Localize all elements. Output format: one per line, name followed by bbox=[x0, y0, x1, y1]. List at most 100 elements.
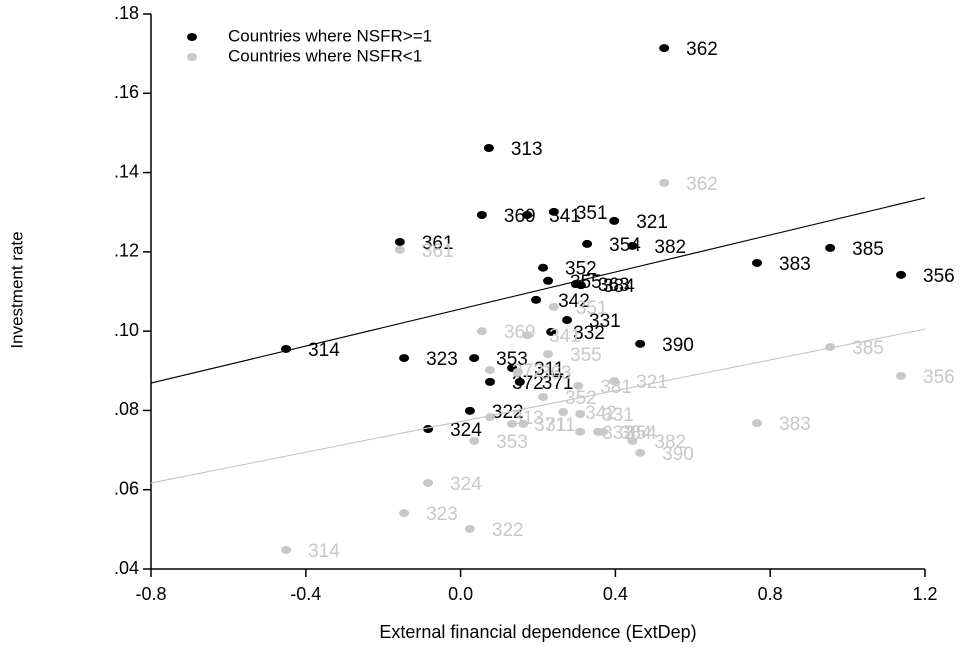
point bbox=[399, 354, 410, 363]
point bbox=[659, 178, 670, 187]
data-label: 356 bbox=[923, 367, 955, 388]
point bbox=[538, 263, 549, 272]
data-label: 353 bbox=[496, 432, 528, 453]
data-label: 341 bbox=[549, 326, 581, 347]
point bbox=[507, 419, 518, 428]
data-label: 311 bbox=[534, 359, 564, 380]
point bbox=[546, 327, 557, 336]
point bbox=[575, 409, 586, 418]
point bbox=[825, 343, 836, 351]
data-label: 314 bbox=[308, 340, 340, 361]
point bbox=[543, 350, 554, 359]
x-axis-title: External financial dependence (ExtDep) bbox=[379, 622, 696, 642]
data-label: 352 bbox=[565, 388, 597, 409]
point bbox=[562, 316, 573, 325]
point bbox=[394, 237, 405, 246]
data-label: 382 bbox=[654, 432, 686, 453]
point bbox=[592, 427, 603, 436]
point bbox=[476, 210, 487, 219]
point bbox=[522, 210, 533, 219]
point bbox=[476, 327, 487, 336]
legend-marker bbox=[187, 53, 197, 61]
y-tick-label: .10 bbox=[114, 320, 139, 340]
point bbox=[896, 371, 907, 380]
point bbox=[485, 413, 496, 422]
data-label: 362 bbox=[686, 174, 718, 195]
data-label: 321 bbox=[636, 372, 668, 393]
point bbox=[281, 545, 292, 554]
point bbox=[896, 270, 907, 279]
data-label: 385 bbox=[852, 338, 884, 359]
point bbox=[548, 302, 559, 311]
data-label: 323 bbox=[426, 504, 458, 525]
point bbox=[522, 331, 533, 340]
data-label: 390 bbox=[662, 335, 694, 356]
data-label: 352 bbox=[565, 259, 597, 280]
data-label: 355 bbox=[570, 345, 602, 366]
data-label: 354 bbox=[609, 235, 641, 256]
legend-label: Countries where NSFR<1 bbox=[228, 46, 422, 65]
point bbox=[609, 377, 620, 386]
data-label: 363 bbox=[540, 363, 572, 384]
point bbox=[399, 509, 410, 518]
point bbox=[575, 281, 586, 290]
data-label: 385 bbox=[852, 239, 884, 260]
data-label: 361 bbox=[422, 241, 454, 262]
point bbox=[635, 339, 646, 348]
point bbox=[512, 367, 523, 376]
point bbox=[394, 245, 405, 254]
data-label: 322 bbox=[492, 520, 524, 541]
point bbox=[752, 419, 763, 428]
data-label: 354 bbox=[625, 423, 657, 444]
y-tick-label: .08 bbox=[114, 399, 139, 419]
x-tick-label: 0.4 bbox=[603, 584, 628, 604]
data-label: 332 bbox=[573, 323, 605, 344]
y-axis-title: Investment rate bbox=[7, 231, 26, 348]
y-tick-label: .14 bbox=[114, 161, 139, 181]
data-label: 314 bbox=[308, 541, 340, 562]
legend-marker bbox=[187, 33, 197, 41]
data-label: 381 bbox=[600, 377, 632, 398]
data-label: 384 bbox=[620, 423, 652, 444]
point bbox=[609, 216, 620, 225]
data-label: 324 bbox=[450, 420, 482, 441]
point bbox=[627, 436, 638, 445]
data-label: 342 bbox=[585, 403, 617, 424]
point bbox=[575, 427, 586, 436]
x-tick-label: 0.8 bbox=[758, 584, 783, 604]
data-label: 383 bbox=[779, 414, 811, 435]
x-tick-label: 0.0 bbox=[448, 584, 473, 604]
data-label: 342 bbox=[558, 291, 590, 312]
point bbox=[659, 44, 670, 53]
x-tick-label: -0.4 bbox=[290, 584, 321, 604]
point bbox=[423, 478, 434, 487]
data-label: 341 bbox=[549, 206, 581, 227]
data-label: 321 bbox=[636, 212, 668, 233]
y-tick-label: .06 bbox=[114, 478, 139, 498]
data-label: 383 bbox=[779, 254, 811, 275]
data-label: 361 bbox=[422, 233, 454, 254]
data-label: 331 bbox=[602, 405, 634, 426]
point bbox=[464, 524, 475, 533]
data-label: 382 bbox=[654, 237, 686, 258]
fit-line bbox=[150, 328, 926, 484]
point bbox=[627, 241, 638, 250]
point bbox=[558, 408, 569, 417]
legend-label: Countries where NSFR>=1 bbox=[228, 26, 432, 45]
point bbox=[469, 354, 480, 363]
data-label: 362 bbox=[686, 39, 718, 60]
point bbox=[485, 365, 496, 374]
data-label: 351 bbox=[576, 203, 608, 224]
point bbox=[518, 419, 529, 428]
data-label: 332 bbox=[602, 423, 634, 444]
point bbox=[635, 448, 646, 457]
point bbox=[464, 406, 475, 415]
point bbox=[752, 258, 763, 267]
x-tick-label: -0.8 bbox=[135, 584, 166, 604]
point bbox=[514, 377, 525, 386]
point bbox=[825, 243, 836, 252]
data-label: 371 bbox=[534, 415, 566, 436]
data-label: 371 bbox=[542, 373, 574, 394]
